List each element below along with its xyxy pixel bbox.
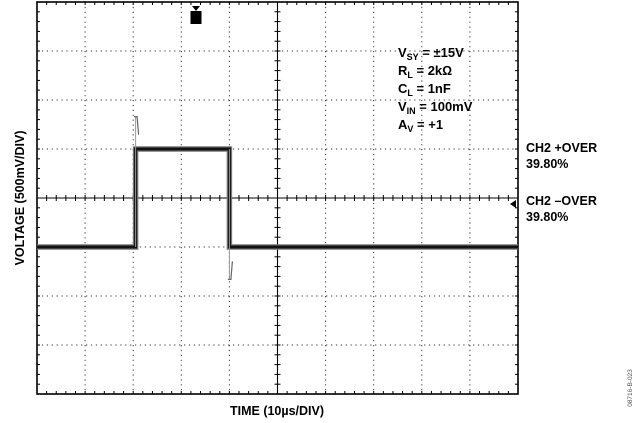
overshoot-spike <box>134 116 140 135</box>
condition-av: AV = +1 <box>398 117 443 134</box>
condition-rl: RL = 2kΩ <box>398 63 452 80</box>
ch2-plus-over-value: 39.80% <box>526 157 568 171</box>
condition-vsy: VSY = ±15V <box>398 45 464 62</box>
figure-id: 08716-B-023 <box>627 369 634 407</box>
trigger-arrow-icon <box>192 6 200 11</box>
waveform-trace <box>37 116 518 280</box>
ground-marker-icon <box>510 200 516 208</box>
plot-grid <box>37 2 518 394</box>
trace-line <box>37 147 518 249</box>
overshoot-spike <box>227 261 233 280</box>
overshoot-annotations: CH2 +OVER 39.80% CH2 –OVER 39.80% <box>526 141 597 224</box>
trigger-label: T <box>193 13 200 25</box>
ch2-minus-over-label: CH2 –OVER <box>526 194 597 208</box>
y-axis-title: VOLTAGE (500mV/DIV) <box>13 131 27 266</box>
test-conditions: VSY = ±15V RL = 2kΩ CL = 1nF VIN = 100mV… <box>398 45 473 134</box>
trigger-marker: T <box>190 6 202 25</box>
ch2-minus-over-value: 39.80% <box>526 210 568 224</box>
x-axis-title: TIME (10µs/DIV) <box>230 404 324 418</box>
condition-cl: CL = 1nF <box>398 81 451 98</box>
condition-vin: VIN = 100mV <box>398 99 473 116</box>
trigger-box <box>190 11 202 24</box>
plot-frame <box>36 1 519 395</box>
ch2-plus-over-label: CH2 +OVER <box>526 141 597 155</box>
